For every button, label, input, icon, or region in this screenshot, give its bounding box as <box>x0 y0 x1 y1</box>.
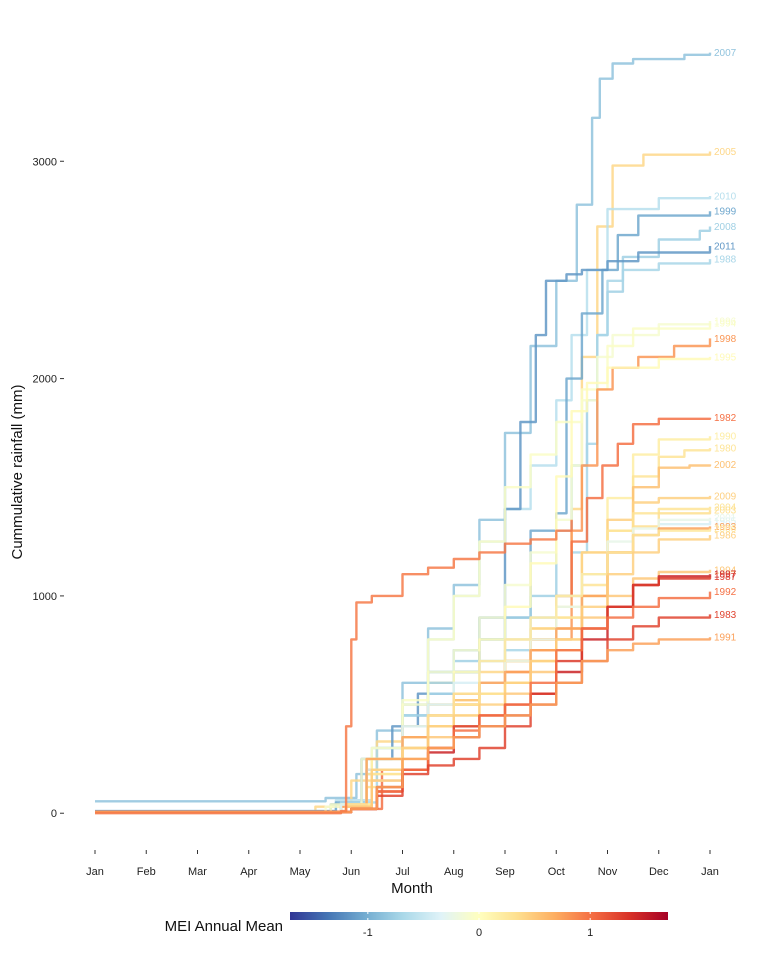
legend-tick-label--1: -1 <box>363 927 373 939</box>
x-tick-label-jul-6: Jul <box>395 866 409 878</box>
color-legend: MEI Annual Mean -1 0 1 <box>165 912 668 939</box>
x-tick-label-aug-7: Aug <box>444 866 464 878</box>
legend-title: MEI Annual Mean <box>165 918 283 935</box>
series-end-labels: 2007200520101999200820111988199619941998… <box>714 48 737 644</box>
year-label-1983-27: 1983 <box>714 610 737 621</box>
year-label-1986-22: 1986 <box>714 531 737 542</box>
x-tick-label-feb-1: Feb <box>137 866 156 878</box>
series-lines <box>95 52 712 815</box>
x-tick-label-jan-12: Jan <box>701 866 719 878</box>
year-label-1980-13: 1980 <box>714 444 737 455</box>
series-line-unlabeled-29 <box>95 519 573 815</box>
year-label-1988-6: 1988 <box>714 255 737 266</box>
x-tick-label-nov-10: Nov <box>598 866 618 878</box>
x-tick-label-apr-3: Apr <box>240 866 257 878</box>
year-label-1982-11: 1982 <box>714 413 737 424</box>
year-label-2011-5: 2011 <box>714 242 736 253</box>
year-label-1990-12: 1990 <box>714 432 737 443</box>
legend-tick-label-0: 0 <box>476 927 482 939</box>
x-tick-label-oct-9: Oct <box>548 866 565 878</box>
x-tick-label-jun-5: Jun <box>342 866 360 878</box>
series-line-1992-26 <box>95 591 712 814</box>
year-label-1992-26: 1992 <box>714 587 737 598</box>
year-label-2006-21: 2006 <box>714 524 737 535</box>
y-tick-label-0: 0 <box>51 808 57 820</box>
year-label-1995-10: 1995 <box>714 352 737 363</box>
y-axis-title: Cummulative rainfall (mm) <box>9 384 26 559</box>
year-label-2003-18: 2003 <box>714 506 737 517</box>
year-label-1991-28: 1991 <box>714 633 737 644</box>
x-tick-label-may-4: May <box>290 866 311 878</box>
year-label-2002-14: 2002 <box>714 460 737 471</box>
year-label-1999-3: 1999 <box>714 207 737 218</box>
year-label-2007-0: 2007 <box>714 48 737 59</box>
year-label-2001-19: 2001 <box>714 513 737 524</box>
year-label-1996-7: 1996 <box>714 317 737 328</box>
x-tick-label-jan-0: Jan <box>86 866 104 878</box>
y-axis: 0 1000 2000 3000 <box>33 156 64 820</box>
year-label-2009-15: 2009 <box>714 491 737 502</box>
year-label-2004-16: 2004 <box>714 502 737 513</box>
year-label-1998-9: 1998 <box>714 334 737 345</box>
year-label-1997-24: 1997 <box>714 570 737 581</box>
year-label-1994-8: 1994 <box>714 319 737 330</box>
series-line-1986-22 <box>95 535 712 814</box>
year-label-1994-23: 1994 <box>714 565 737 576</box>
legend-tick-label-1: 1 <box>587 927 593 939</box>
year-label-2005-1: 2005 <box>714 147 737 158</box>
year-label-2008-4: 2008 <box>714 222 737 233</box>
legend-ticks: -1 0 1 <box>363 912 593 939</box>
y-tick-label-3000: 3000 <box>33 156 57 168</box>
year-label-2010-2: 2010 <box>714 192 737 203</box>
year-label-1985-17: 1985 <box>714 516 737 527</box>
y-tick-label-1000: 1000 <box>33 591 57 603</box>
x-tick-label-mar-2: Mar <box>188 866 207 878</box>
y-tick-label-2000: 2000 <box>33 374 57 386</box>
x-tick-label-dec-11: Dec <box>649 866 669 878</box>
series-line-1994-8 <box>95 323 712 814</box>
year-label-1987-25: 1987 <box>714 572 737 583</box>
year-label-1993-20: 1993 <box>714 522 737 533</box>
series-line-1991-28 <box>95 637 712 814</box>
x-axis: Jan Feb Mar Apr May Jun Jul Aug Sep Oct Nov Dec Jan <box>86 850 719 878</box>
x-tick-label-sep-8: Sep <box>495 866 515 878</box>
x-axis-title: Month <box>391 880 433 897</box>
legend-colorbar <box>290 912 668 920</box>
